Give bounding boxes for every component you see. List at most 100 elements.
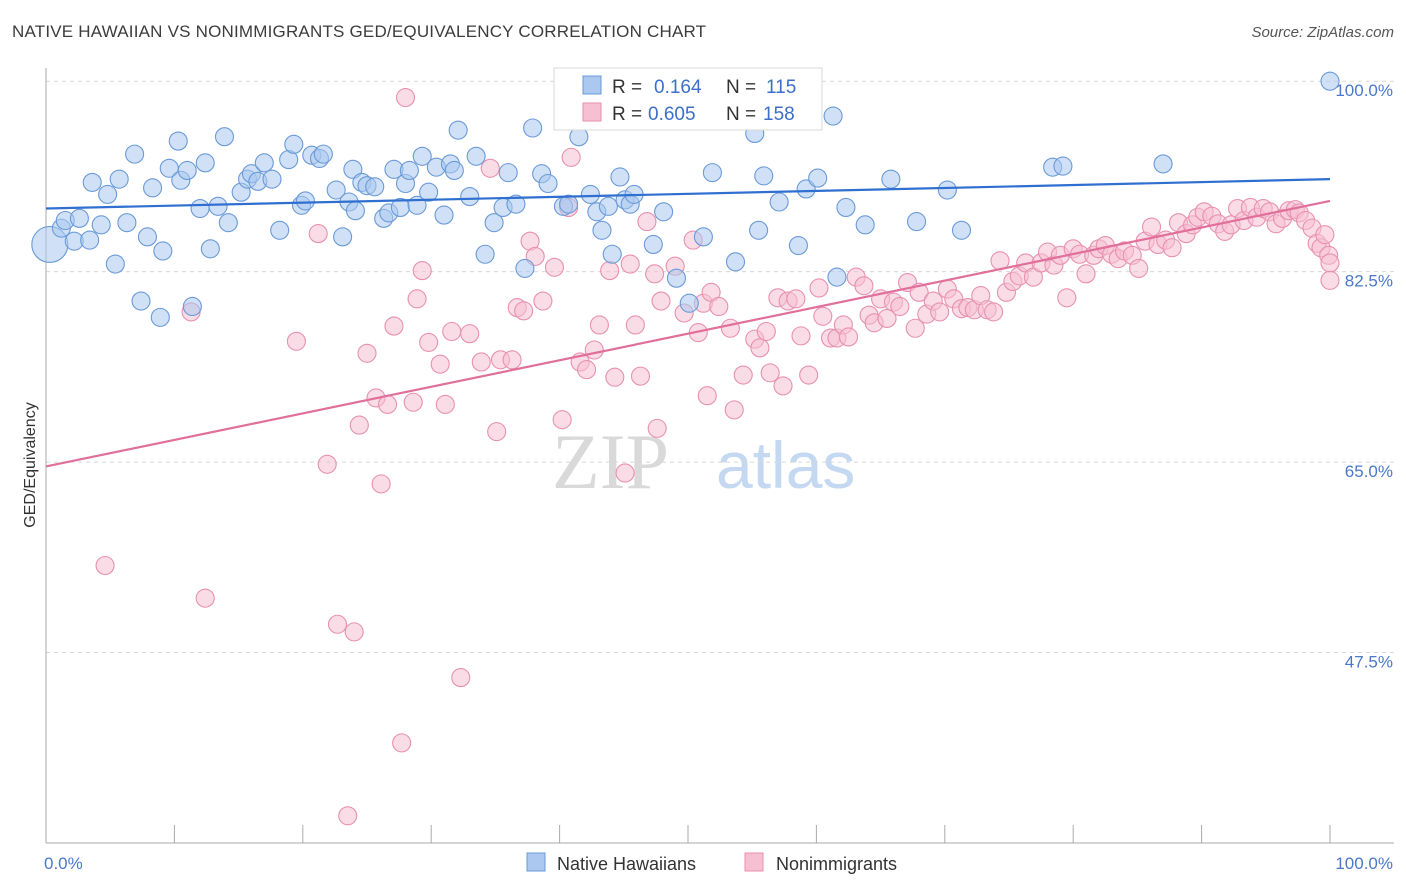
nonimmigrants-point-64 (733, 365, 753, 385)
native-hawaiians-point-89 (654, 202, 674, 222)
nonimmigrants-point-80 (838, 327, 859, 347)
native-hawaiians-point-100 (788, 235, 808, 256)
native-hawaiians-point-91 (679, 293, 699, 313)
nonimmigrants-point-61 (709, 296, 729, 317)
nonimmigrants-point-15 (392, 733, 412, 753)
nonimmigrants-point-27 (480, 158, 500, 178)
nonimmigrants-point-17 (403, 392, 423, 412)
native-hawaiians-point-15 (143, 178, 163, 198)
native-hawaiians-point-102 (808, 168, 828, 188)
nonimmigrants-point-156 (1320, 253, 1340, 273)
native-hawaiians-point-34 (262, 169, 282, 189)
nonimmigrants-point-124 (1129, 258, 1149, 278)
native-hawaiians-point-81 (592, 220, 612, 240)
native-hawaiians-point-17 (153, 241, 173, 261)
nonimmigrants-point-44 (600, 261, 620, 281)
axes (45, 68, 1394, 844)
native-hawaiians-point-107 (881, 169, 901, 189)
native-hawaiians-point-59 (419, 182, 439, 202)
nonimmigrants-point-49 (630, 366, 651, 386)
native-hawaiians-point-73 (523, 118, 543, 138)
y-tick-label-3: 100.0% (1335, 81, 1393, 100)
nonimmigrants-point-52 (647, 418, 667, 438)
native-hawaiians-point-75 (538, 173, 558, 194)
nonimmigrants-point-0 (95, 555, 115, 576)
native-hawaiians-point-71 (506, 194, 526, 214)
legend-n-label-1: N = (726, 77, 756, 98)
nonimmigrants-point-8 (344, 622, 364, 642)
nonimmigrants-point-113 (1057, 288, 1077, 308)
legend-r-value-1: 0.164 (654, 77, 702, 98)
series-legend-nonimmigrants: Nonimmigrants (776, 854, 897, 874)
native-hawaiians-point-83 (602, 244, 622, 264)
native-hawaiians-point-98 (754, 166, 774, 186)
nonimmigrants-point-66 (750, 338, 770, 358)
nonimmigrants-point-10 (357, 343, 377, 363)
native-hawaiians-point-46 (343, 159, 363, 179)
legend-n-value-1: 115 (766, 77, 796, 98)
nonimmigrants-point-46 (615, 463, 635, 483)
x-tick-label-1: 100.0% (1335, 854, 1393, 873)
nonimmigrants-point-7 (338, 806, 358, 826)
native-hawaiians-point-95 (725, 252, 746, 272)
nonimmigrants-point-18 (407, 289, 427, 309)
x-tick-label-0: 0.0% (44, 854, 83, 873)
native-hawaiians-point-99 (769, 192, 789, 212)
native-hawaiians-point-27 (214, 127, 235, 147)
nonimmigrants-point-23 (442, 321, 462, 342)
native-hawaiians-point-104 (827, 267, 847, 287)
nonimmigrants-point-62 (720, 318, 740, 338)
native-hawaiians-point-109 (937, 180, 957, 200)
y-axis-label: GED/Equivalency (22, 402, 39, 527)
native-hawaiians-point-42 (313, 144, 333, 164)
series-legend-swatch-pink (744, 852, 764, 872)
native-hawaiians-point-23 (190, 198, 210, 219)
nonimmigrants-point-39 (561, 147, 581, 167)
y-tick-labels: 47.5% 65.0% 82.5% 100.0% (1335, 81, 1393, 671)
native-hawaiians-point-16 (150, 307, 170, 327)
nonimmigrants-point-9 (349, 415, 369, 435)
native-hawaiians-point-19 (168, 131, 188, 151)
nonimmigrants-point-74 (799, 365, 819, 385)
nonimmigrants-point-32 (514, 301, 534, 321)
nonimmigrants-point-30 (502, 350, 522, 370)
nonimmigrants-point-154 (1315, 225, 1335, 245)
native-hawaiians-point-105 (836, 197, 856, 217)
series-legend: Native Hawaiians Nonimmigrants (526, 852, 897, 874)
native-hawaiians-point-61 (434, 205, 454, 225)
y-tick-label-1: 65.0% (1345, 462, 1393, 481)
native-hawaiians-point-90 (666, 268, 686, 288)
nonimmigrants-point-6 (327, 614, 348, 634)
nonimmigrants-point-48 (625, 315, 645, 335)
nonimmigrants-trend-line (45, 199, 1331, 468)
nonimmigrants-point-102 (984, 302, 1004, 322)
native-hawaiians-point-113 (1153, 154, 1173, 174)
native-hawaiians-point-26 (208, 196, 228, 216)
nonimmigrants-point-50 (637, 212, 657, 232)
native-hawaiians-point-28 (218, 213, 238, 233)
nonimmigrants-point-72 (786, 289, 806, 309)
native-hawaiians-point-21 (177, 160, 197, 180)
nonimmigrants-point-19 (412, 261, 432, 281)
native-hawaiians-point-9 (105, 254, 125, 274)
nonimmigrants-point-126 (1141, 217, 1162, 237)
nonimmigrants-point-26 (471, 352, 491, 372)
nonimmigrants-point-4 (308, 224, 328, 244)
legend-r-label-1: R = (612, 77, 642, 98)
trend-lines (45, 178, 1331, 468)
native-hawaiians-point-11 (117, 213, 137, 233)
native-hawaiians-point-10 (109, 169, 129, 189)
nonimmigrants-point-21 (430, 354, 450, 374)
nonimmigrants-point-116 (1076, 264, 1096, 284)
native-hawaiians-point-97 (749, 220, 769, 240)
chart-title: NATIVE HAWAIIAN VS NONIMMIGRANTS GED/EQU… (12, 22, 707, 41)
legend-r-label-2: R = (612, 104, 642, 125)
nonimmigrants-point-36 (544, 257, 565, 277)
native-hawaiians-point-33 (254, 153, 274, 173)
native-hawaiians-point-25 (200, 239, 220, 259)
native-hawaiians-point-88 (643, 234, 663, 254)
native-hawaiians-point-65 (460, 187, 480, 207)
native-hawaiians-point-56 (399, 160, 419, 180)
source-credit: Source: ZipAtlas.com (1251, 24, 1394, 41)
